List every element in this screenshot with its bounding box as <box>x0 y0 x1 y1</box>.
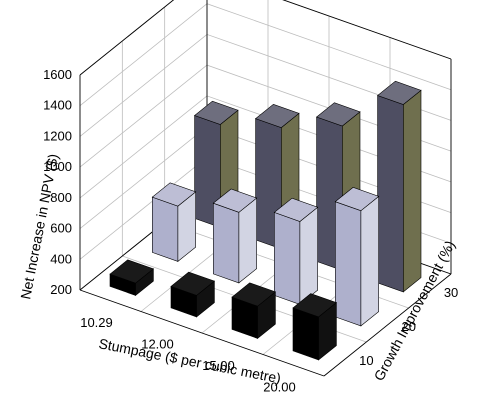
bar-top <box>151 182 197 207</box>
bar-top <box>212 188 258 213</box>
bar-10-15.00 <box>231 282 277 340</box>
z-tick-label: 20 <box>402 319 416 334</box>
bar-front <box>213 202 240 284</box>
bar-top <box>292 293 338 318</box>
x-tick-label: 12.00 <box>141 336 174 351</box>
frame-edge <box>323 273 452 377</box>
y-tick-label: 800 <box>50 190 72 205</box>
bar-top <box>334 187 380 212</box>
bar-20-10.29 <box>151 182 197 263</box>
frame-edge <box>79 289 325 377</box>
bar-side <box>238 197 258 284</box>
bar-front <box>273 211 301 305</box>
bar-front <box>152 196 179 262</box>
bar-front <box>377 95 404 293</box>
y-tick-label: 1200 <box>43 128 72 143</box>
bar-front <box>334 201 362 327</box>
bar-top <box>193 100 239 125</box>
frame-edge <box>282 0 452 60</box>
z-tick-label: 30 <box>444 285 458 300</box>
bar-top <box>376 80 422 105</box>
bar-30-10.29 <box>193 100 239 229</box>
x-tick-label: 20.00 <box>263 379 296 394</box>
y-tick-label: 200 <box>50 282 72 297</box>
left-wall <box>80 0 207 290</box>
y-tick-label: 1000 <box>43 159 72 174</box>
bar-side <box>402 89 422 293</box>
bar-side <box>360 195 380 327</box>
y-tick-label: 600 <box>50 221 72 236</box>
x-tick-label: 10.29 <box>80 315 113 330</box>
bar-top <box>109 259 155 284</box>
bar-20-12.00 <box>212 188 258 284</box>
bar-10-10.29 <box>109 259 155 297</box>
y-tick-label: 1600 <box>43 67 72 82</box>
bar-30-20.00 <box>376 80 422 293</box>
frame-edge <box>79 0 175 76</box>
x-tick-label: 15.00 <box>202 358 235 373</box>
bar-side <box>299 206 319 306</box>
y-tick-label: 1400 <box>43 98 72 113</box>
y-tick-label: 400 <box>50 251 72 266</box>
bar-20-15.00 <box>273 197 319 306</box>
bar-10-20.00 <box>292 293 338 361</box>
z-tick-label: 10 <box>359 353 373 368</box>
chart-bars <box>109 80 422 361</box>
bar-top <box>231 282 277 307</box>
bar-20-20.00 <box>334 187 380 327</box>
bar-top <box>273 197 319 222</box>
bar-top <box>170 271 216 296</box>
bar-top <box>315 102 361 127</box>
bar-10-12.00 <box>170 271 216 318</box>
bar-top <box>254 103 300 128</box>
chart-labels: 200 400 600 800 1000 1200 1400 1600 10.29 12.00 15… <box>43 67 458 394</box>
